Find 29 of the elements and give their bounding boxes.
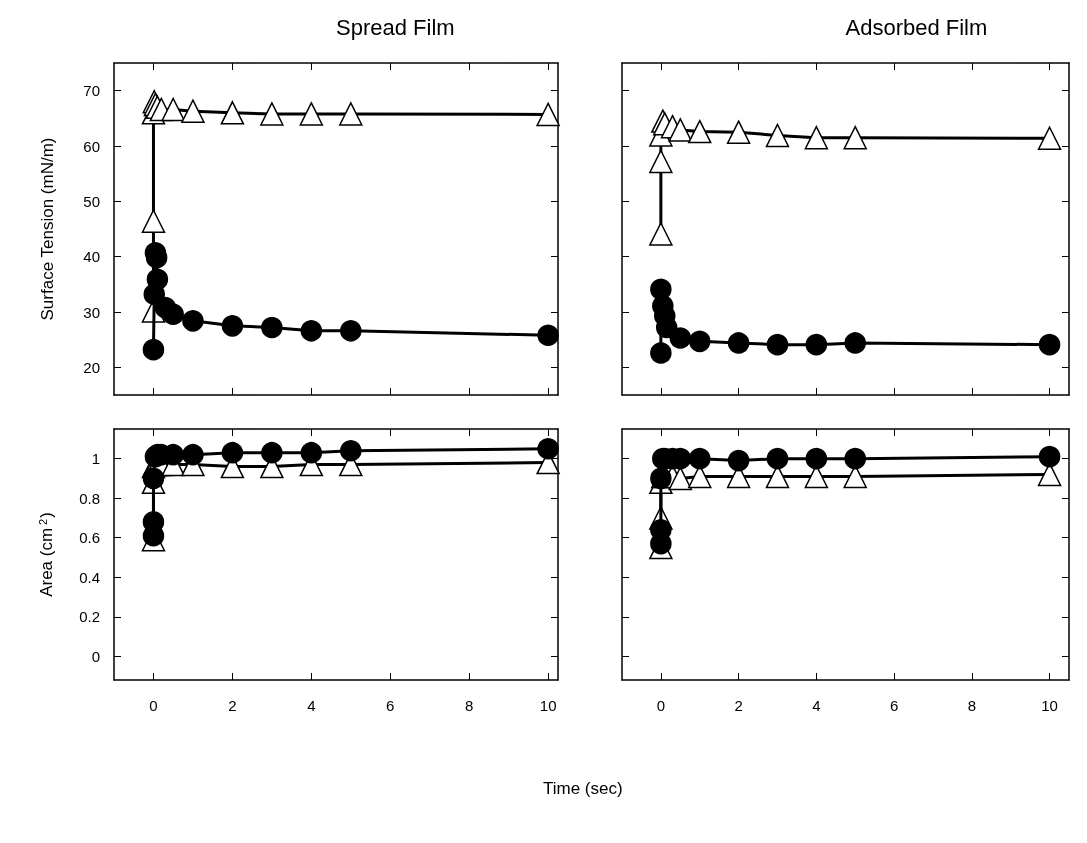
y-axis-title: Area (cm2)	[36, 512, 56, 597]
chart-title: Spread Film	[336, 14, 455, 40]
x-tick-label: 2	[228, 697, 237, 714]
y-tick-label: 1	[91, 450, 100, 468]
x-tick-label: 4	[307, 697, 316, 714]
y-tick-label: 50	[83, 192, 100, 210]
x-axis-title: Time (sec)	[542, 779, 623, 798]
y-tick-label: 0.4	[79, 568, 100, 586]
y-tick-label: 60	[83, 137, 100, 155]
y-axis-title: Surface Tension (mN/m)	[38, 137, 57, 321]
y-tick-label: 40	[83, 248, 100, 266]
x-tick-label: 8	[465, 697, 474, 714]
y-tick-label: 0	[91, 647, 100, 665]
y-tick-label: 20	[83, 358, 100, 376]
x-tick-label: 6	[889, 697, 899, 714]
x-tick-label: 4	[812, 697, 821, 714]
y-tick-label: 0.8	[79, 489, 100, 507]
y-tick-label: 0.2	[79, 608, 100, 626]
x-tick-label: 0	[149, 697, 158, 714]
y-tick-label: 30	[83, 303, 100, 321]
y-tick-label: 0.6	[79, 529, 100, 547]
x-tick-label: 10	[539, 697, 557, 714]
x-tick-label: 8	[967, 697, 976, 714]
y-tick-label: 70	[83, 82, 100, 100]
x-tick-label: 10	[1041, 697, 1058, 714]
chart-title: Adsorbed Film	[845, 14, 988, 40]
x-tick-label: 2	[734, 697, 743, 714]
x-tick-label: 0	[656, 697, 666, 714]
x-tick-label: 6	[386, 697, 395, 714]
